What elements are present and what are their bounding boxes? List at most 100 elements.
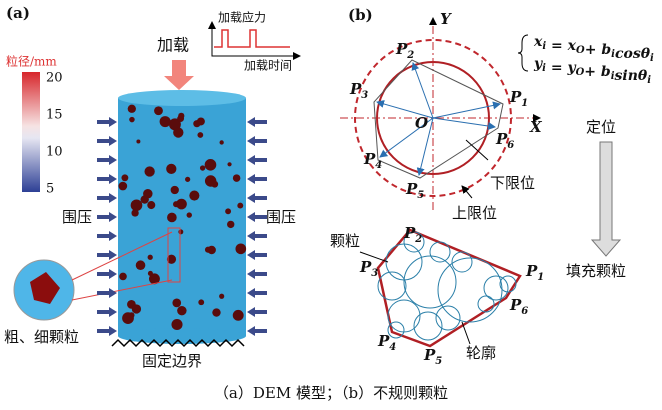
equation-subscript: i bbox=[611, 49, 615, 60]
equation-term: = bbox=[546, 60, 567, 76]
point-label: P3 bbox=[359, 258, 378, 279]
point-label: P2 bbox=[395, 40, 414, 61]
coarse-particle bbox=[166, 163, 177, 174]
coarse-particle bbox=[172, 298, 182, 308]
confining-arrow bbox=[97, 307, 117, 317]
coarse-particle bbox=[135, 260, 146, 271]
coarse-particle bbox=[143, 188, 153, 199]
point-letter: P bbox=[509, 88, 522, 106]
coarse-particle bbox=[232, 174, 241, 182]
fill-circle bbox=[477, 295, 495, 313]
confining-arrow bbox=[247, 155, 267, 165]
coarse-particle bbox=[127, 104, 136, 113]
coarse-particle bbox=[144, 166, 155, 177]
confining-arrow bbox=[247, 326, 267, 336]
coarse-particle bbox=[212, 308, 221, 317]
coarse-particle bbox=[235, 243, 247, 255]
lower-limit-label: 下限位 bbox=[490, 174, 535, 192]
coarse-particle bbox=[176, 198, 187, 210]
equation-term: θ bbox=[641, 46, 651, 62]
load-x-label: 加载时间 bbox=[244, 59, 292, 73]
fill-circle bbox=[451, 251, 473, 273]
particles-label: 粗、细颗粒 bbox=[4, 328, 79, 346]
confining-label: 围压 bbox=[62, 208, 92, 226]
confining-arrow bbox=[97, 136, 117, 146]
inset-box bbox=[167, 227, 181, 283]
coarse-particle bbox=[131, 304, 142, 314]
position-label: 定位 bbox=[586, 118, 616, 136]
confining-arrow bbox=[97, 250, 117, 260]
point-label: P6 bbox=[509, 296, 528, 317]
coarse-particle bbox=[171, 318, 183, 331]
limit-leaders bbox=[462, 139, 489, 199]
coarse-particle bbox=[131, 209, 139, 217]
confining-label: 围压 bbox=[266, 208, 296, 226]
panel-label: (a) bbox=[6, 4, 30, 22]
colorbar-tick: 20 bbox=[46, 71, 63, 86]
origin-label: O bbox=[415, 114, 428, 132]
equation-term: = bbox=[546, 38, 567, 54]
confining-arrow bbox=[97, 117, 117, 127]
point-subscript: 1 bbox=[537, 272, 544, 283]
point-subscript: 2 bbox=[414, 234, 422, 245]
fill-circle bbox=[483, 275, 509, 301]
contour-label: 轮廓 bbox=[466, 344, 496, 362]
coarse-particle bbox=[154, 106, 163, 116]
coarse-particle bbox=[177, 115, 185, 123]
point-subscript: 5 bbox=[435, 356, 442, 367]
point-letter: P bbox=[525, 262, 538, 280]
point-letter: P bbox=[423, 346, 436, 364]
fill-circle bbox=[385, 243, 423, 281]
point-letter: P bbox=[377, 332, 390, 350]
coarse-particle bbox=[225, 208, 232, 215]
point-label: P6 bbox=[495, 130, 514, 151]
equation-subscript: i bbox=[650, 53, 654, 64]
particle-contour bbox=[376, 228, 522, 348]
coarse-particle bbox=[227, 220, 235, 229]
fill-circle bbox=[499, 275, 517, 293]
confining-arrow bbox=[247, 193, 267, 203]
colorbar-tick: 5 bbox=[46, 182, 54, 197]
load-arrow bbox=[164, 60, 194, 90]
confining-arrow bbox=[97, 193, 117, 203]
equation-term: x bbox=[533, 34, 543, 50]
coarse-particle bbox=[178, 229, 184, 235]
equation: xi = xO+ bicosθi bbox=[533, 34, 654, 64]
process-arrow bbox=[590, 141, 622, 257]
confining-arrow bbox=[97, 269, 117, 279]
coarse-particle bbox=[237, 202, 244, 209]
equation-term: y bbox=[533, 56, 543, 72]
equation-term: θ bbox=[638, 68, 648, 84]
point-letter: P bbox=[363, 150, 376, 168]
point-label: P5 bbox=[423, 346, 442, 367]
point-subscript: 3 bbox=[361, 90, 368, 101]
fixed-boundary bbox=[111, 338, 245, 348]
fill-circle bbox=[387, 321, 405, 339]
coarse-particle bbox=[204, 175, 217, 187]
coarse-particle bbox=[128, 312, 135, 319]
coarse-particle bbox=[197, 132, 204, 138]
equation-subscript: O bbox=[576, 45, 585, 56]
load-y-label: 加载应力 bbox=[218, 10, 266, 25]
confining-arrow bbox=[247, 231, 267, 241]
upper-limit-label: 上限位 bbox=[452, 204, 497, 222]
fill-circle bbox=[403, 231, 425, 253]
point-label: P2 bbox=[403, 224, 422, 245]
equation-term: sin bbox=[615, 68, 638, 84]
point-letter: P bbox=[359, 258, 372, 276]
point-subscript: 6 bbox=[521, 306, 528, 317]
y-axis-label: Y bbox=[440, 10, 452, 28]
equation-subscript: i bbox=[647, 75, 651, 86]
x-axis-label: X bbox=[529, 118, 543, 136]
inset-leader bbox=[71, 231, 173, 301]
point-subscript: 6 bbox=[507, 140, 514, 151]
coarse-particle bbox=[167, 212, 177, 223]
coarse-particle bbox=[118, 181, 128, 191]
coarse-particle bbox=[166, 254, 177, 264]
confining-arrow bbox=[247, 136, 267, 146]
fill-circle bbox=[435, 305, 461, 331]
coarse-particle bbox=[198, 299, 205, 306]
fill-circle bbox=[403, 255, 457, 309]
confining-arrow bbox=[97, 326, 117, 336]
confining-arrow bbox=[247, 117, 267, 127]
